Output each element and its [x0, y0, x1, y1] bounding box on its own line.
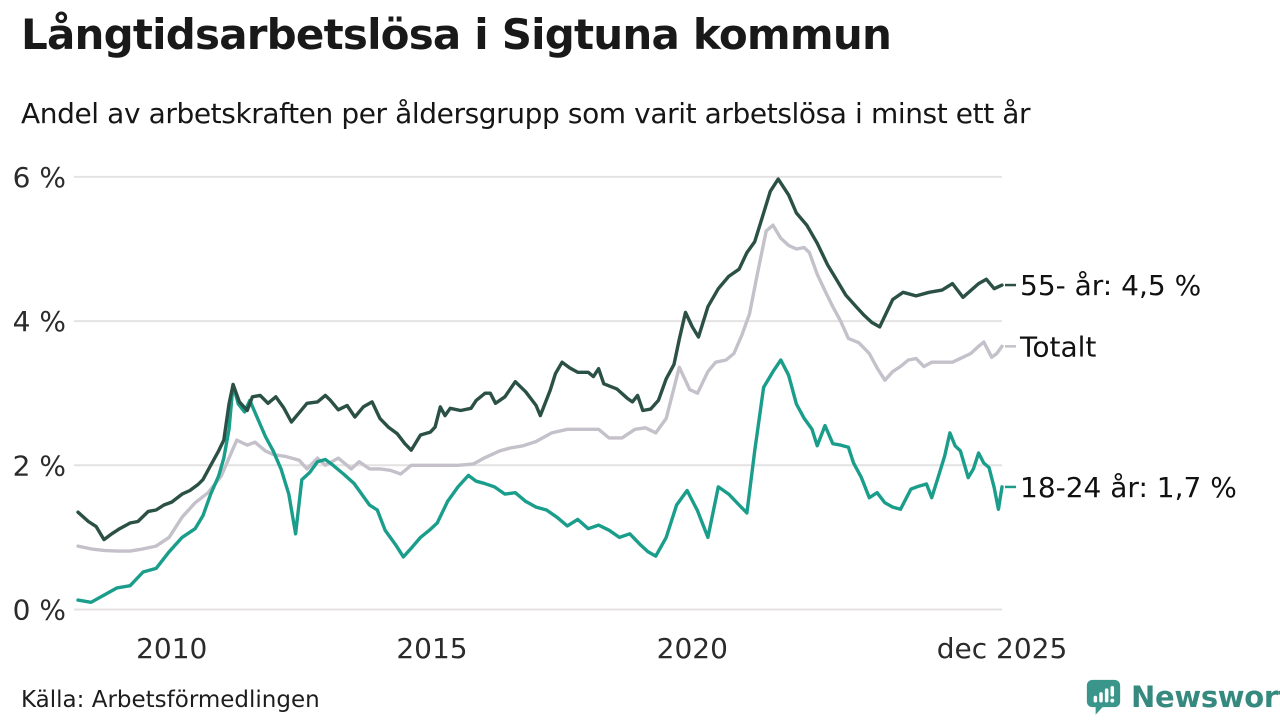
x-axis-tick-label: dec 2025 — [937, 632, 1068, 665]
y-axis-tick-label: 6 % — [13, 161, 66, 194]
series-line-55plus — [76, 177, 1004, 542]
newsworthy-logo-icon — [1086, 679, 1121, 715]
page-title: Långtidsarbetslösa i Sigtuna kommun — [21, 10, 892, 59]
x-axis-tick-label: 2015 — [396, 632, 467, 665]
series-end-label-55plus: 55- år: 4,5 % — [1020, 269, 1201, 302]
series-line-18-24 — [76, 358, 1004, 604]
y-axis-tick-label: 2 % — [13, 449, 66, 482]
x-axis-tick-label: 2010 — [136, 632, 207, 665]
x-axis-tick-label: 2020 — [657, 632, 728, 665]
y-axis-tick-label: 4 % — [13, 305, 66, 338]
series-line-totalt — [76, 223, 1004, 553]
source-note: Källa: Arbetsförmedlingen — [21, 687, 320, 713]
newsworthy-logo: Newsworthy — [1085, 678, 1280, 716]
series-end-label-18-24: 18-24 år: 1,7 % — [1020, 471, 1237, 504]
newsworthy-logo-text: Newsworthy — [1131, 680, 1280, 714]
series-end-label-totalt: Totalt — [1019, 330, 1096, 363]
y-axis-tick-label: 0 % — [13, 594, 66, 627]
chart-subtitle: Andel av arbetskraften per åldersgrupp s… — [21, 97, 1031, 130]
